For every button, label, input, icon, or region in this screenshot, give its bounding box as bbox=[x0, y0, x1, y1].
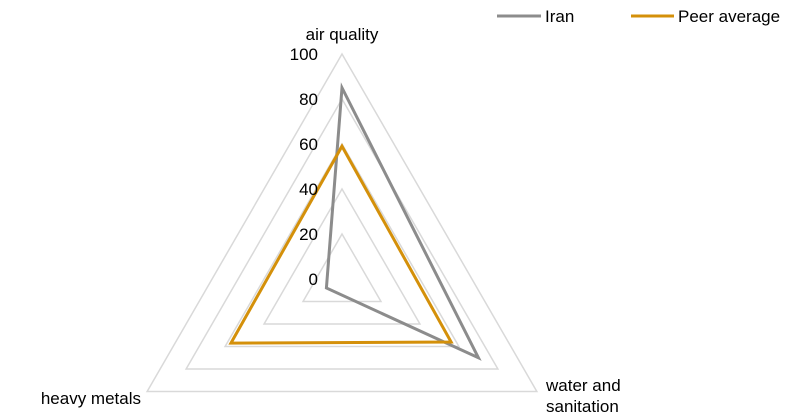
legend: Iran Peer average bbox=[497, 7, 780, 26]
tick-label-60: 60 bbox=[299, 135, 318, 154]
grid-ring-100 bbox=[145, 52, 539, 393]
series-layer bbox=[228, 82, 482, 361]
legend-item-peer-average: Peer average bbox=[631, 7, 780, 26]
tick-label-20: 20 bbox=[299, 225, 318, 244]
category-label-layer: air quality water and sanitation heavy meta… bbox=[41, 25, 621, 416]
series-line-iran bbox=[324, 82, 482, 361]
tick-label-0: 0 bbox=[309, 270, 318, 289]
tick-label-40: 40 bbox=[299, 180, 318, 199]
grid-ring-20 bbox=[301, 232, 383, 303]
grid-layer bbox=[145, 52, 539, 393]
legend-label: Peer average bbox=[678, 7, 780, 26]
tick-label-100: 100 bbox=[290, 45, 318, 64]
category-label-heavy-metals: heavy metals bbox=[41, 389, 141, 408]
series-line-peer-average bbox=[228, 143, 454, 345]
category-label-air-quality: air quality bbox=[306, 25, 379, 44]
grid-ring-80 bbox=[184, 97, 500, 370]
legend-label: Iran bbox=[545, 7, 574, 26]
category-label-water-and-sanitation: water and sanitation bbox=[545, 376, 621, 416]
legend-item-iran: Iran bbox=[497, 7, 574, 26]
tick-layer: 0 20 40 60 80 100 bbox=[290, 45, 318, 289]
grid-ring-40 bbox=[262, 187, 422, 325]
tick-label-80: 80 bbox=[299, 90, 318, 109]
grid-ring-60 bbox=[223, 142, 461, 348]
